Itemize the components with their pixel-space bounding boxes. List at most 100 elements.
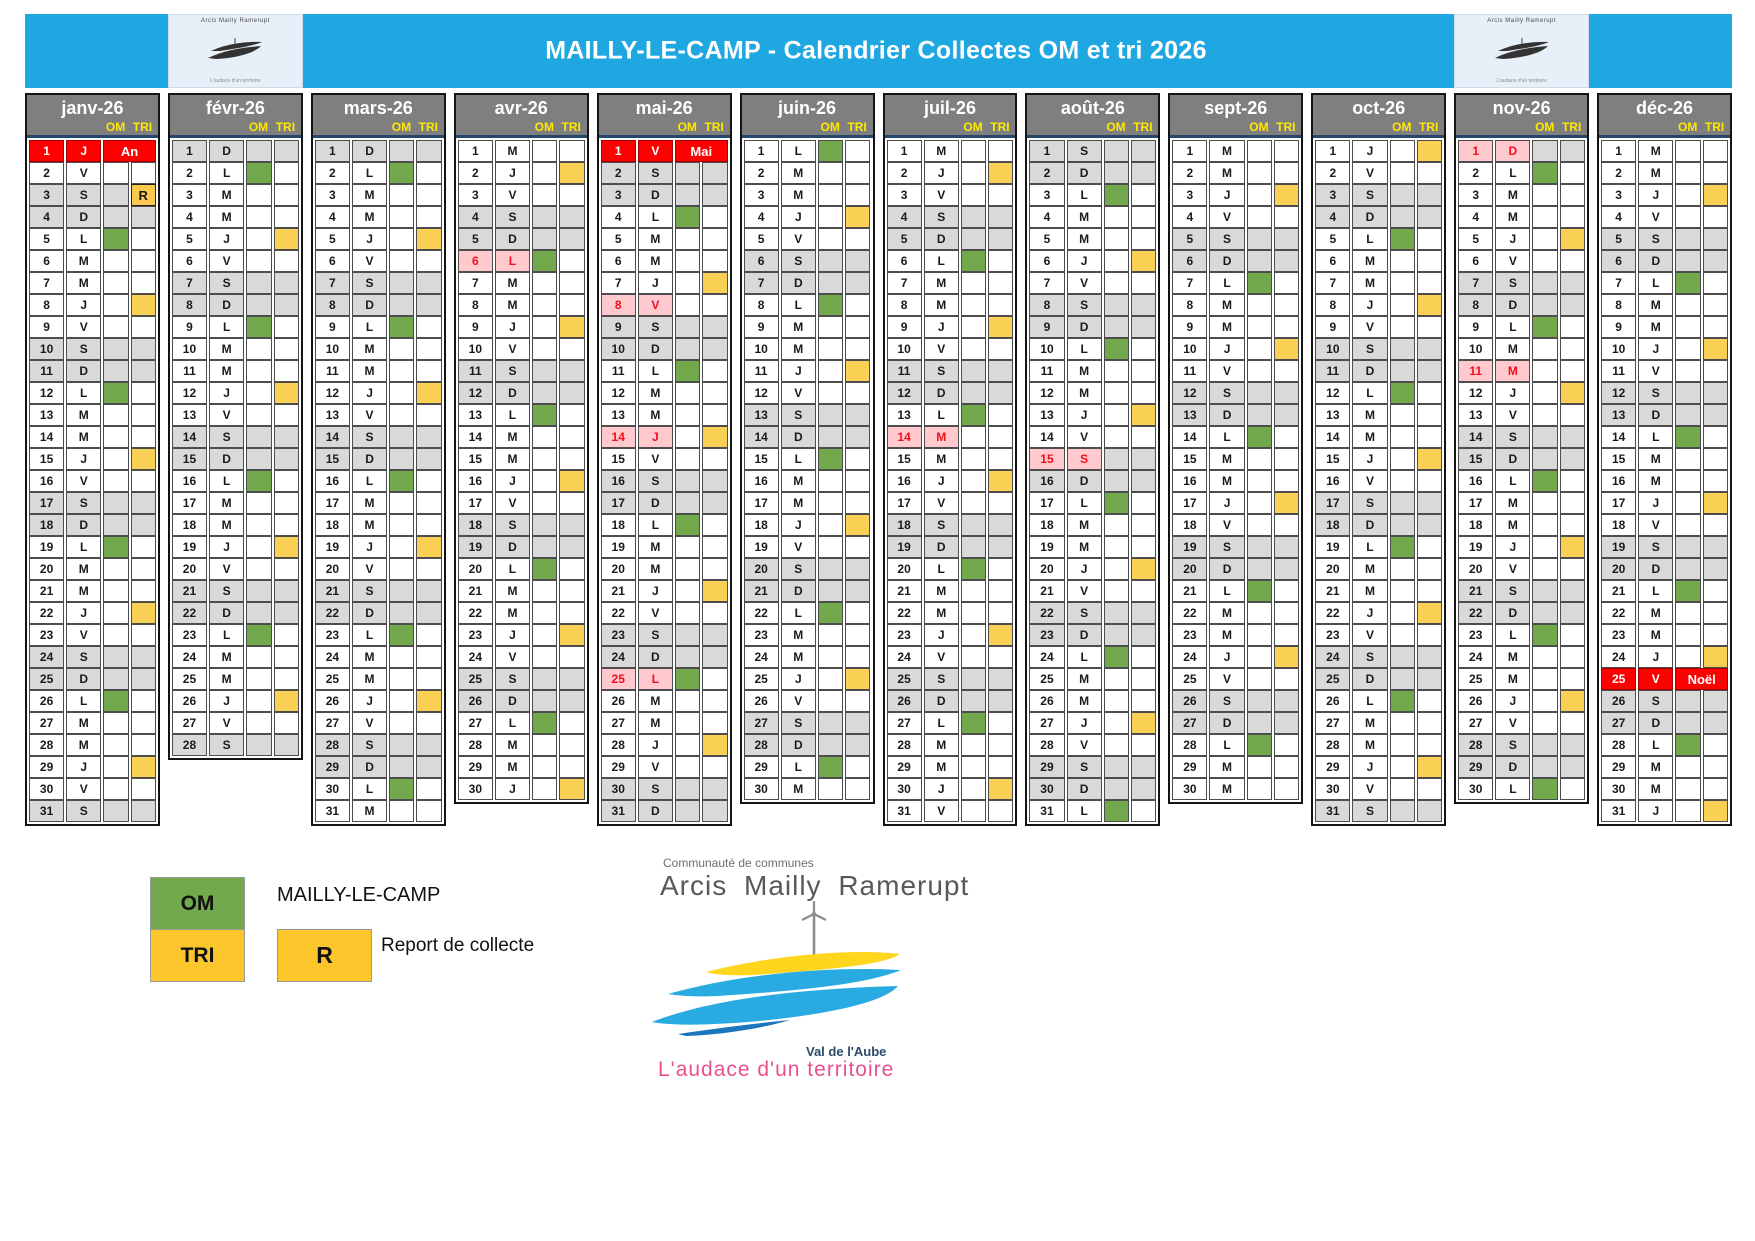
day-letter-cell: V (494, 184, 531, 206)
day-letter-cell: S (1495, 580, 1531, 602)
tri-cell (1559, 338, 1586, 360)
day-letter-cell: M (1066, 382, 1102, 404)
om-cell (246, 492, 272, 514)
day-letter-cell: D (1495, 756, 1531, 778)
day-number-cell: 1 (600, 140, 636, 162)
day-number-cell: 5 (743, 228, 779, 250)
day-letter-cell: M (1495, 360, 1531, 382)
tri-cell (130, 426, 156, 448)
tri-cell (1416, 712, 1443, 734)
day-number-cell: 5 (314, 228, 350, 250)
tri-cell (1131, 690, 1157, 712)
om-cell (674, 206, 701, 228)
day-number-cell: 31 (1029, 800, 1065, 822)
tri-cell (1416, 404, 1443, 426)
day-number-cell: 16 (1458, 470, 1494, 492)
day-number-cell: 4 (29, 206, 65, 228)
day-letter-cell: M (351, 668, 388, 690)
tri-cell (1559, 316, 1586, 338)
tri-cell (845, 690, 871, 712)
om-cell (1675, 800, 1701, 822)
om-cell (960, 316, 987, 338)
tri-cell (988, 250, 1014, 272)
tri-cell (1273, 756, 1300, 778)
day-letter-cell: S (780, 404, 816, 426)
tri-cell (1273, 250, 1300, 272)
day-letter-cell: V (1066, 272, 1102, 294)
top-banner: Arcis Mailly Ramerupt L'audace d'un terr… (25, 14, 1732, 88)
day-letter-cell: S (66, 492, 102, 514)
tri-cell (416, 624, 442, 646)
day-letter-cell: L (66, 690, 102, 712)
tri-cell (988, 558, 1014, 580)
day-number-cell: 11 (457, 360, 493, 382)
tri-cell (1131, 338, 1157, 360)
tri-cell (130, 712, 156, 734)
tri-cell (416, 272, 442, 294)
day-number-cell: 19 (1315, 536, 1351, 558)
tri-cell (845, 668, 871, 690)
om-cell (103, 536, 129, 558)
tri-cell (1702, 184, 1728, 206)
day-letter-cell: D (66, 360, 102, 382)
day-letter-cell: D (494, 690, 531, 712)
om-cell (960, 294, 987, 316)
day-letter-cell: J (780, 360, 816, 382)
tri-cell (1702, 536, 1728, 558)
tri-cell (845, 228, 871, 250)
om-cell (1675, 294, 1701, 316)
tri-cell (416, 316, 442, 338)
om-cell (246, 382, 272, 404)
day-number-cell: 5 (600, 228, 636, 250)
day-number-cell: 27 (1458, 712, 1494, 734)
day-number-cell: 19 (1172, 536, 1208, 558)
om-cell (246, 470, 272, 492)
amr-logo-text: Arcis Mailly Ramerupt (1487, 18, 1557, 24)
day-number-cell: 19 (314, 536, 350, 558)
om-cell (103, 338, 129, 360)
tri-cell (559, 712, 585, 734)
day-number-cell: 1 (1458, 140, 1494, 162)
om-cell (246, 734, 272, 756)
tri-cell (559, 536, 585, 558)
om-cell (1389, 426, 1415, 448)
tri-cell (1131, 734, 1157, 756)
day-letter-cell: S (637, 778, 673, 800)
tri-cell (1559, 140, 1586, 162)
tri-cell (988, 514, 1014, 536)
day-number-cell: 14 (600, 426, 636, 448)
tri-cell (1273, 382, 1300, 404)
tri-cell (988, 492, 1014, 514)
om-cell (532, 316, 558, 338)
day-number-cell: 13 (1601, 404, 1637, 426)
day-number-cell: 13 (1029, 404, 1065, 426)
om-cell (817, 294, 844, 316)
om-cell (1675, 558, 1701, 580)
day-number-cell: 8 (314, 294, 350, 316)
day-number-cell: 7 (886, 272, 922, 294)
tri-cell (559, 140, 585, 162)
day-letter-cell: L (1352, 382, 1388, 404)
om-cell (246, 360, 272, 382)
day-letter-cell: V (637, 294, 673, 316)
om-cell (532, 470, 558, 492)
tri-cell (559, 624, 585, 646)
day-letter-cell: D (923, 382, 959, 404)
om-cell (389, 294, 415, 316)
day-number-cell: 8 (29, 294, 65, 316)
om-cell (389, 800, 415, 822)
om-cell (674, 624, 701, 646)
om-cell (389, 778, 415, 800)
day-letter-cell: L (1638, 580, 1674, 602)
day-number-cell: 16 (29, 470, 65, 492)
day-number-cell: 16 (743, 470, 779, 492)
om-cell (1246, 294, 1272, 316)
day-letter-cell: D (1495, 294, 1531, 316)
holiday-label-cell: An (103, 140, 156, 162)
day-letter-cell: J (780, 206, 816, 228)
om-cell (532, 756, 558, 778)
om-cell (1246, 646, 1272, 668)
tri-column-label: TRI (1704, 120, 1725, 134)
day-letter-cell: V (351, 558, 388, 580)
